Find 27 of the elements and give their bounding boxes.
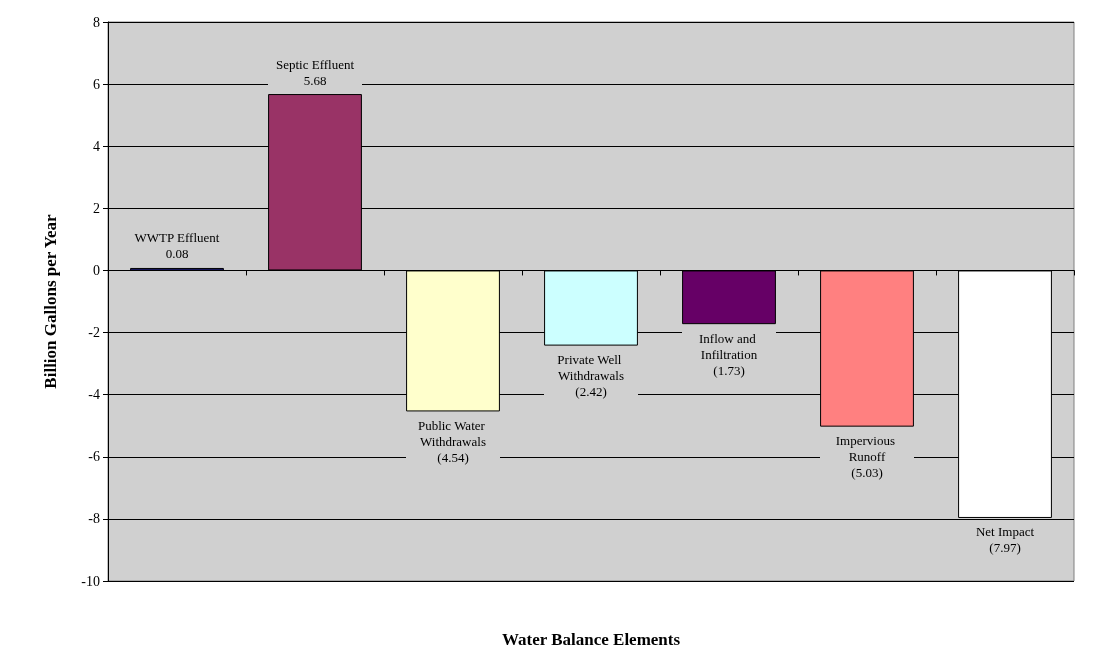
y-tick-label: -6	[88, 449, 100, 465]
y-tick-label: 8	[93, 14, 100, 30]
x-tick-label: Inflow and Infiltration	[699, 330, 759, 362]
data-label: 0.08	[165, 246, 189, 262]
y-axis-title: Billion Gallons per Year	[40, 213, 60, 389]
data-label: (4.54)	[437, 449, 469, 465]
data-label: (7.97)	[989, 540, 1021, 556]
x-tick-label: Net Impact	[975, 524, 1035, 540]
x-axis-title: Water Balance Elements	[501, 630, 681, 649]
x-tick-label: Septic Effluent	[275, 56, 355, 72]
y-tick-label: 6	[93, 76, 100, 92]
y-tick-label: 4	[93, 138, 100, 154]
y-tick-label: -4	[88, 387, 100, 403]
x-tick-label: WWTP Effluent	[134, 230, 220, 246]
bar	[682, 270, 776, 325]
y-tick-label: -10	[81, 573, 100, 589]
data-label: (5.03)	[851, 465, 883, 481]
data-label: (1.73)	[713, 362, 745, 378]
y-tick-label: -2	[88, 325, 100, 341]
y-tick-label: 0	[93, 262, 100, 278]
data-label: (2.42)	[575, 384, 607, 400]
x-tick-label: Impervious Runoff	[835, 433, 899, 465]
x-tick-label: Private Well Withdrawals	[557, 352, 625, 384]
y-tick-label: -8	[88, 511, 100, 527]
x-tick-label: Public Water Withdrawals	[417, 417, 489, 449]
y-tick-label: 2	[93, 200, 100, 216]
data-label: 5.68	[303, 72, 327, 88]
